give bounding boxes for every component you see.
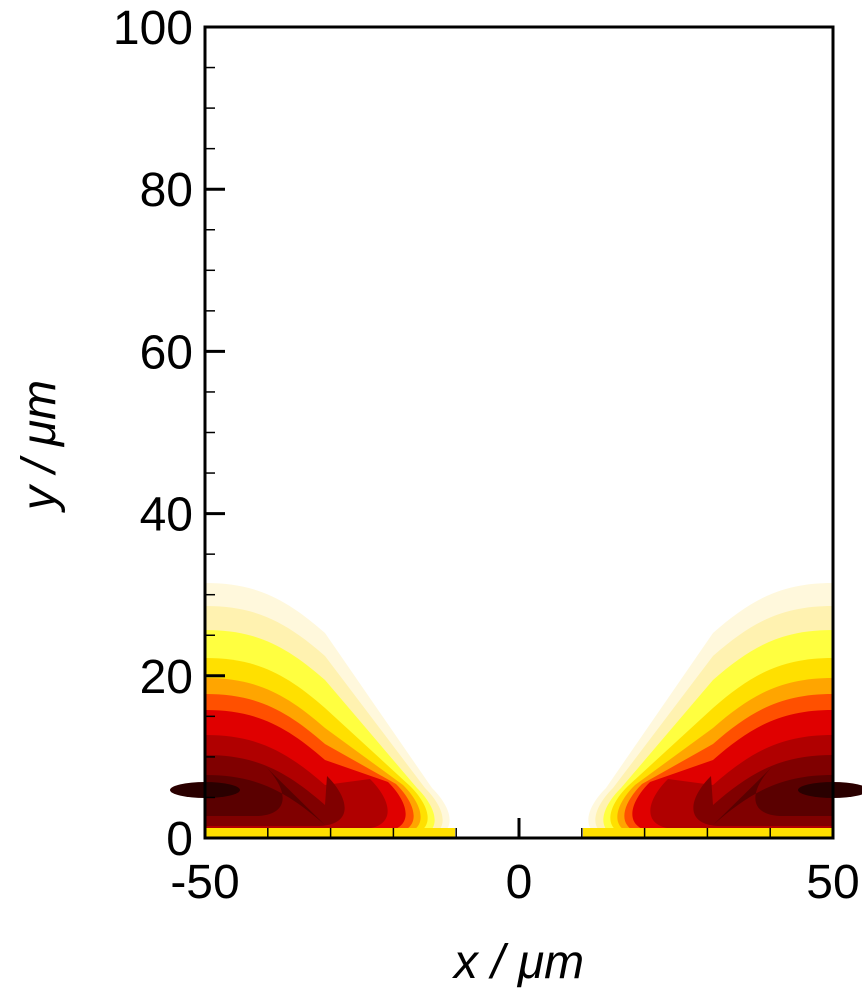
contour-core <box>798 782 862 798</box>
x-axis-label: x / μm <box>452 936 584 989</box>
contour-band <box>205 766 325 825</box>
y-tick-label: 100 <box>113 2 193 55</box>
y-tick-label: 0 <box>166 813 193 866</box>
contour-band <box>713 766 833 825</box>
contour-fill <box>170 583 862 838</box>
y-axis-label: y / μm <box>13 380 66 513</box>
x-tick-label: 0 <box>506 856 533 909</box>
y-tick-label: 40 <box>140 489 193 542</box>
y-tick-label: 80 <box>140 164 193 217</box>
y-tick-label: 20 <box>140 651 193 704</box>
x-tick-label: 50 <box>806 856 859 909</box>
contour-lobe <box>170 583 455 838</box>
contour-lobe <box>583 583 862 838</box>
x-tick-label: -50 <box>170 856 239 909</box>
y-tick-label: 60 <box>140 326 193 379</box>
